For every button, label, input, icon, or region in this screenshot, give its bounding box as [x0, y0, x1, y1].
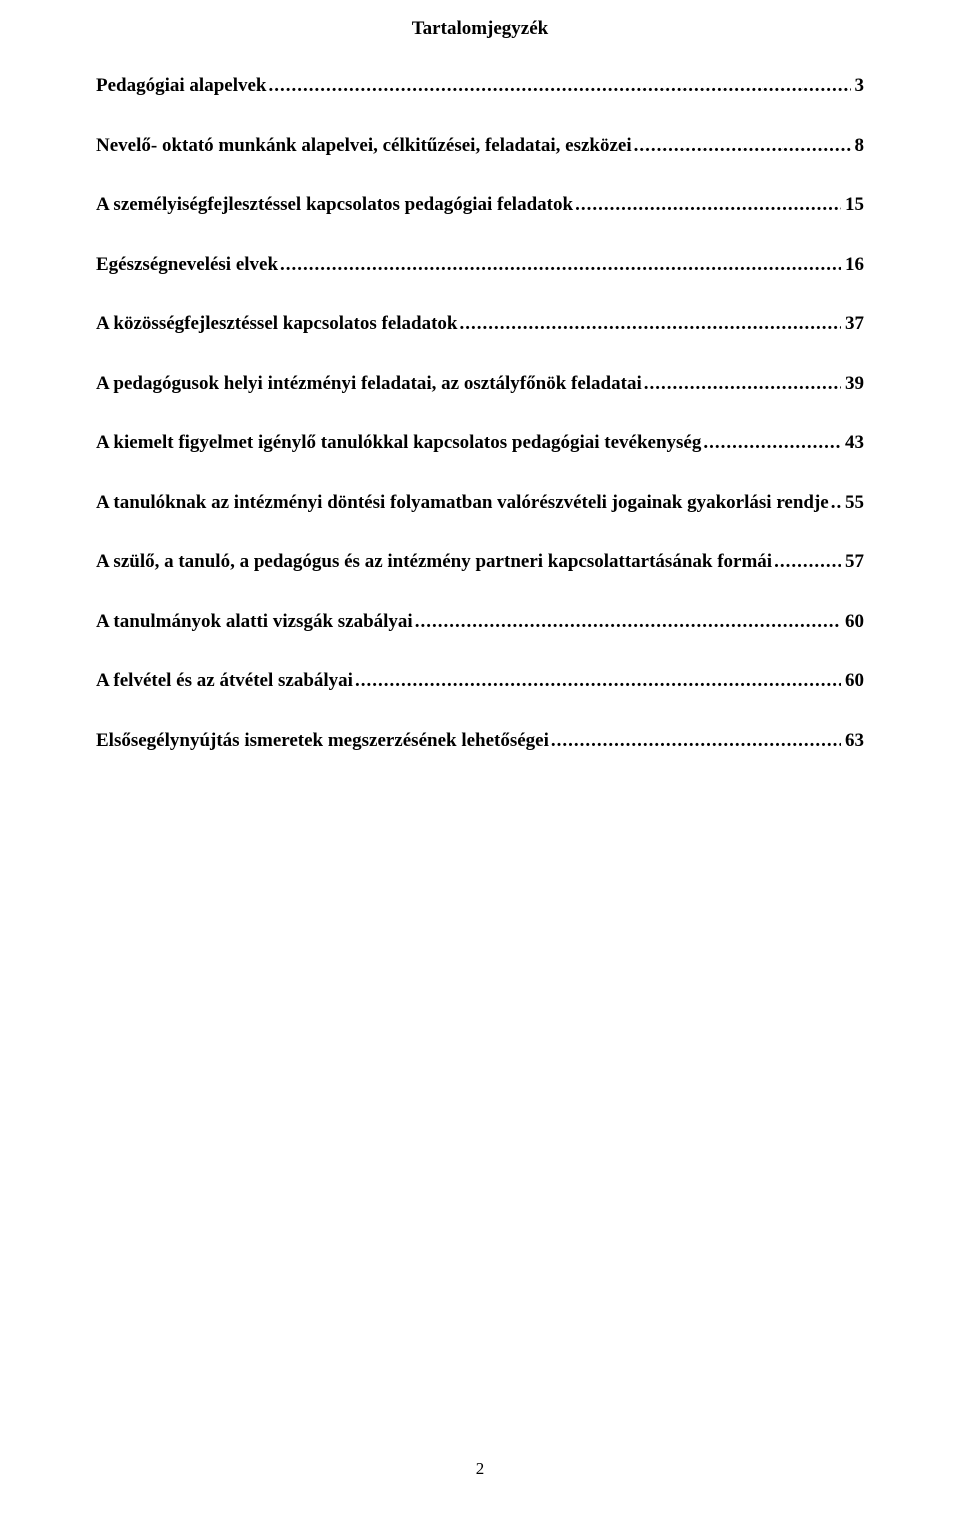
toc-entry-page: 43: [841, 429, 864, 457]
toc-entry-page: 8: [851, 132, 865, 160]
toc-entry-page: 60: [841, 608, 864, 636]
toc-list: Pedagógiai alapelvek....................…: [96, 72, 864, 755]
toc-entry-page: 63: [841, 727, 864, 755]
toc-entry-label: A közösségfejlesztéssel kapcsolatos fela…: [96, 310, 458, 338]
toc-entry-label: A szülő, a tanuló, a pedagógus és az int…: [96, 548, 772, 576]
toc-entry-page: 16: [841, 251, 864, 279]
toc-entry-label: A felvétel és az átvétel szabályai: [96, 667, 353, 695]
toc-entry-label: Egészségnevelési elvek: [96, 251, 278, 279]
toc-leader-dots: ........................................…: [642, 370, 841, 398]
toc-entry: Elsősegélynyújtás ismeretek megszerzésén…: [96, 727, 864, 755]
toc-entry-label: Elsősegélynyújtás ismeretek megszerzésén…: [96, 727, 549, 755]
toc-entry-label: A tanulmányok alatti vizsgák szabályai: [96, 608, 413, 636]
toc-entry-label: A tanulóknak az intézményi döntési folya…: [96, 489, 829, 517]
toc-entry-label: A pedagógusok helyi intézményi feladatai…: [96, 370, 642, 398]
toc-leader-dots: ........................................…: [278, 251, 841, 279]
toc-entry: A tanulmányok alatti vizsgák szabályai..…: [96, 608, 864, 636]
toc-entry: A szülő, a tanuló, a pedagógus és az int…: [96, 548, 864, 576]
toc-entry: Nevelő- oktató munkánk alapelvei, célkit…: [96, 132, 864, 160]
toc-leader-dots: ........................................…: [549, 727, 841, 755]
toc-leader-dots: ........................................…: [573, 191, 841, 219]
toc-entry-page: 57: [841, 548, 864, 576]
toc-entry-label: A kiemelt figyelmet igénylő tanulókkal k…: [96, 429, 701, 457]
toc-leader-dots: ........................................…: [632, 132, 851, 160]
toc-entry: A kiemelt figyelmet igénylő tanulókkal k…: [96, 429, 864, 457]
toc-leader-dots: ........................................…: [772, 548, 841, 576]
toc-entry-page: 60: [841, 667, 864, 695]
toc-leader-dots: ........................................…: [458, 310, 842, 338]
toc-entry-label: Pedagógiai alapelvek: [96, 72, 266, 100]
toc-entry-page: 55: [841, 489, 864, 517]
toc-entry: A közösségfejlesztéssel kapcsolatos fela…: [96, 310, 864, 338]
toc-leader-dots: ........................................…: [829, 489, 841, 517]
toc-leader-dots: ........................................…: [353, 667, 841, 695]
toc-entry-page: 39: [841, 370, 864, 398]
toc-entry-label: A személyiségfejlesztéssel kapcsolatos p…: [96, 191, 573, 219]
toc-entry: A pedagógusok helyi intézményi feladatai…: [96, 370, 864, 398]
toc-entry-page: 3: [851, 72, 865, 100]
toc-entry: A személyiségfejlesztéssel kapcsolatos p…: [96, 191, 864, 219]
page: Tartalomjegyzék Pedagógiai alapelvek....…: [0, 0, 960, 1521]
toc-leader-dots: ........................................…: [701, 429, 841, 457]
toc-entry: A tanulóknak az intézményi döntési folya…: [96, 489, 864, 517]
toc-leader-dots: ........................................…: [266, 72, 850, 100]
toc-entry: Egészségnevelési elvek..................…: [96, 251, 864, 279]
toc-entry-page: 15: [841, 191, 864, 219]
toc-entry-page: 37: [841, 310, 864, 338]
toc-title: Tartalomjegyzék: [96, 18, 864, 40]
toc-entry: A felvétel és az átvétel szabályai......…: [96, 667, 864, 695]
page-number: 2: [0, 1459, 960, 1479]
toc-leader-dots: ........................................…: [413, 608, 841, 636]
toc-entry-label: Nevelő- oktató munkánk alapelvei, célkit…: [96, 132, 632, 160]
toc-entry: Pedagógiai alapelvek....................…: [96, 72, 864, 100]
